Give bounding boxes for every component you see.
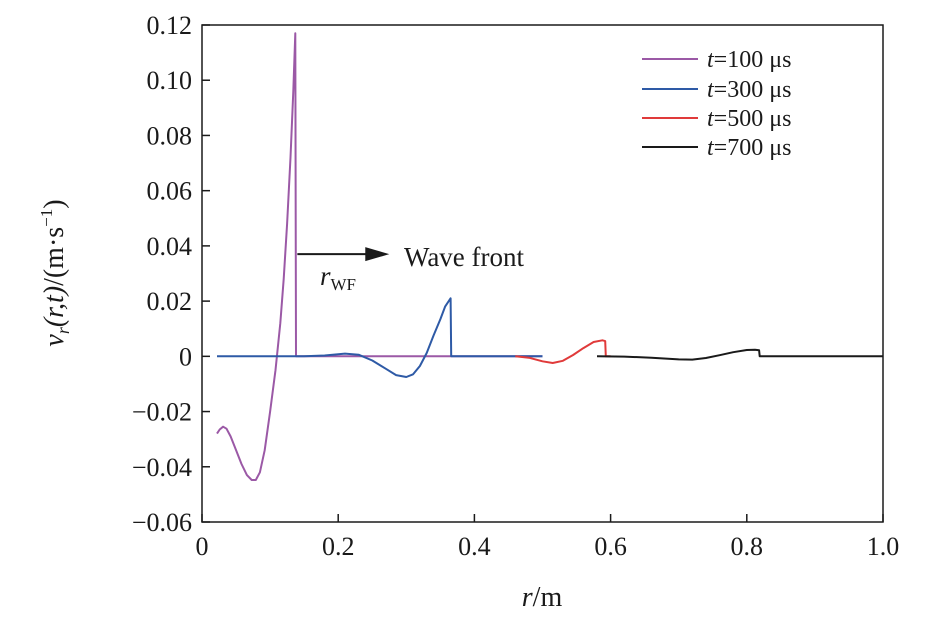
legend-label-0: t=100 μs [707, 47, 791, 73]
y-tick-label: 0.02 [147, 287, 193, 316]
y-axis-ticks: −0.06 −0.04 −0.02 0 0.02 0.04 0.06 0.08 0.10 0.12 [132, 11, 210, 537]
legend-entry-0: t=100 μs [642, 47, 791, 73]
wave-front-label: Wave front [404, 242, 525, 272]
y-tick-label: 0.10 [147, 66, 193, 95]
x-tick-label: 0.4 [458, 532, 491, 561]
legend-label-1: t=300 μs [707, 77, 791, 103]
y-tick-label: 0.08 [147, 121, 193, 150]
y-tick-label: 0.04 [147, 232, 193, 261]
series-line-3 [596, 348, 883, 361]
legend-entry-3: t=700 μs [642, 135, 791, 161]
wave-front-arrowhead [365, 247, 390, 262]
wave-front-annotation: Wave front rWF [297, 242, 525, 294]
legend-entry-2: t=500 μs [642, 106, 791, 132]
x-tick-label: 1.0 [867, 532, 900, 561]
x-axis-title: r/m [522, 582, 563, 613]
r-wf-label: rWF [320, 261, 356, 294]
x-tick-label: 0.8 [731, 532, 764, 561]
y-tick-label: −0.02 [132, 398, 192, 427]
series-layer [216, 32, 883, 481]
y-tick-label: 0.12 [147, 11, 193, 40]
y-tick-label: −0.04 [132, 453, 192, 482]
x-tick-label: 0 [196, 532, 209, 561]
legend: t=100 μs t=300 μs t=500 μs t=700 μs [642, 47, 791, 161]
series-line-1 [217, 297, 543, 378]
x-tick-label: 0.2 [322, 532, 355, 561]
legend-label-2: t=500 μs [707, 106, 791, 132]
y-tick-label: 0.06 [147, 177, 193, 206]
y-tick-label: −0.06 [132, 508, 192, 537]
y-axis-title: vr(r,t)/(m·s−1) [37, 199, 73, 346]
legend-label-3: t=700 μs [707, 135, 791, 161]
series-line-2 [515, 339, 611, 364]
x-axis-ticks: 0 0.2 0.4 0.6 0.8 1.0 [196, 514, 900, 561]
y-tick-label: 0 [179, 342, 192, 371]
x-tick-label: 0.6 [594, 532, 627, 561]
plot-frame [201, 24, 884, 523]
legend-entry-1: t=300 μs [642, 77, 791, 103]
